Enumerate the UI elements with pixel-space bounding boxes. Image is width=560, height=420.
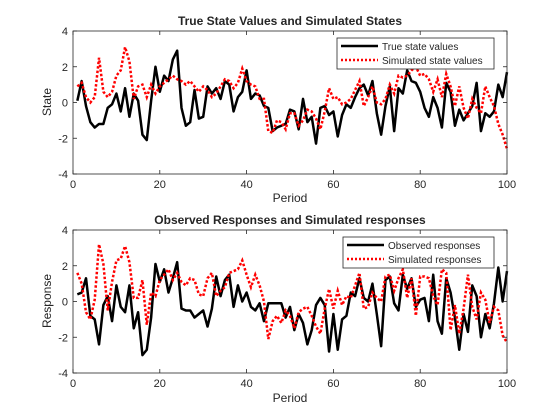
y-tick-label: -4 [58, 368, 68, 380]
x-tick-label: 40 [240, 378, 252, 390]
x-axis-label: Period [273, 391, 308, 405]
legend: Observed responses Simulated responses [342, 236, 495, 269]
x-axis-label: Period [273, 191, 308, 205]
y-tick-label: 2 [62, 62, 68, 74]
y-tick-label: 4 [62, 225, 68, 237]
y-tick-label: 0 [62, 98, 68, 110]
y-tick-label: -2 [58, 133, 68, 145]
x-tick-label: 0 [70, 179, 76, 191]
x-tick-label: 20 [154, 179, 166, 191]
axis-ticks: 0 20 40 60 80 100 -4 -2 0 2 4 [58, 26, 516, 191]
x-tick-label: 80 [414, 378, 426, 390]
plot-lines [76, 46, 509, 150]
x-tick-label: 40 [240, 179, 252, 191]
y-tick-label: -4 [58, 169, 68, 181]
y-tick-label: 4 [62, 26, 68, 38]
legend: True state values Simulated state values [336, 37, 495, 70]
y-tick-label: 0 [62, 297, 68, 309]
subplot-observed-responses: Observed Responses and Simulated respons… [40, 213, 516, 405]
legend-box [336, 37, 495, 70]
x-tick-label: 60 [327, 378, 339, 390]
legend-label-observed: Observed responses [388, 241, 480, 252]
x-tick-label: 100 [498, 179, 516, 191]
subplot-true-state: True State Values and Simulated States 0… [40, 14, 516, 205]
series-line-simulated-responses [76, 241, 509, 344]
axis-ticks: 0 20 40 60 80 100 -4 -2 0 2 4 [58, 225, 516, 390]
legend-label-simulated-responses: Simulated responses [388, 255, 481, 266]
y-axis-label: Response [40, 274, 54, 328]
y-tick-label: -2 [58, 332, 68, 344]
series-line-true-state-values [76, 49, 509, 145]
x-tick-label: 100 [498, 378, 516, 390]
chart-title: True State Values and Simulated States [178, 14, 402, 28]
legend-label-simulated-state: Simulated state values [382, 56, 483, 67]
x-tick-label: 60 [327, 179, 339, 191]
chart-title: Observed Responses and Simulated respons… [154, 213, 426, 227]
legend-box [342, 236, 495, 269]
y-axis-label: State [40, 88, 54, 116]
plot-lines [76, 241, 509, 357]
x-tick-label: 0 [70, 378, 76, 390]
x-tick-label: 20 [154, 378, 166, 390]
y-tick-label: 2 [62, 261, 68, 273]
x-tick-label: 80 [414, 179, 426, 191]
legend-label-true-state: True state values [382, 42, 458, 53]
